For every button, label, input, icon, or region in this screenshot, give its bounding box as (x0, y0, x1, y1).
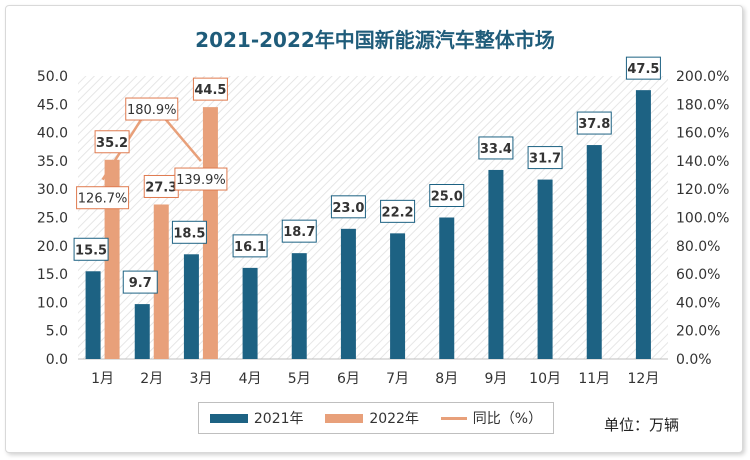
legend-swatch-yoy (440, 416, 467, 420)
legend-item-2021: 2021年 (209, 408, 304, 428)
data-label-yoy: 180.9% (127, 103, 177, 118)
bar-2021 (183, 254, 199, 359)
bar-2021 (85, 271, 101, 359)
x-tick-label: 4月 (239, 371, 262, 387)
data-label-2021-box (73, 237, 109, 261)
x-tick-label: 10月 (529, 371, 561, 387)
data-label-2021: 18.5 (173, 226, 205, 241)
y2-tick-label: 40.0% (676, 295, 720, 311)
data-label-yoy-box (76, 186, 130, 210)
x-tick-label: 1月 (91, 371, 114, 387)
y-tick-label: 45.0 (37, 97, 68, 113)
data-label-2021: 9.7 (129, 276, 152, 291)
bar-2021 (488, 169, 504, 359)
data-label-2022: 35.2 (96, 136, 128, 151)
data-label-2021-box (429, 184, 465, 207)
data-label-yoy-box (174, 167, 228, 191)
data-label-2021-box (478, 136, 514, 160)
y-tick-label: 20.0 (37, 239, 68, 255)
data-label-yoy: 126.7% (78, 192, 128, 207)
y-tick-label: 0.0 (46, 352, 68, 368)
x-tick-label: 3月 (189, 371, 212, 387)
bar-2021 (537, 179, 553, 359)
chart-legend: 2021年 2022年 同比（%） (198, 402, 554, 434)
y-tick-label: 30.0 (37, 182, 68, 198)
data-label-2021: 18.7 (283, 225, 315, 240)
data-label-yoy-box (125, 97, 179, 121)
y2-tick-label: 0.0% (676, 352, 712, 368)
y2-tick-label: 80.0% (676, 239, 720, 255)
y-tick-label: 35.0 (37, 154, 68, 170)
data-label-2022: 27.3 (145, 180, 177, 195)
data-label-2022-box (192, 77, 228, 101)
y2-tick-label: 180.0% (676, 97, 729, 113)
x-tick-label: 7月 (386, 371, 409, 387)
bar-2022 (104, 159, 120, 359)
data-label-2021-box (171, 220, 207, 244)
data-label-2021: 37.8 (578, 117, 610, 132)
data-label-2021-box (527, 146, 563, 170)
y2-tick-label: 140.0% (676, 154, 729, 170)
data-label-2021-box (625, 56, 661, 80)
y2-tick-label: 120.0% (676, 182, 729, 198)
data-label-2021-box (380, 199, 416, 223)
y-tick-label: 15.0 (37, 267, 68, 283)
x-tick-label: 5月 (288, 371, 311, 387)
data-label-2022-box (94, 130, 130, 154)
y-tick-label: 40.0 (37, 126, 68, 142)
x-tick-label: 11月 (578, 371, 610, 387)
chart-title: 2021-2022年中国新能源汽车整体市场 (195, 28, 555, 52)
data-label-2021: 23.0 (332, 201, 364, 216)
legend-swatch-2021 (209, 413, 248, 423)
bar-2021 (635, 90, 651, 360)
y2-tick-label: 60.0% (676, 267, 720, 283)
x-tick-label: 12月 (628, 371, 660, 387)
y-tick-label: 10.0 (37, 295, 68, 311)
y2-tick-label: 20.0% (676, 324, 720, 340)
y2-tick-label: 160.0% (676, 126, 729, 142)
data-label-2021-box (281, 219, 317, 243)
y2-tick-label: 100.0% (676, 211, 729, 227)
data-label-2021: 31.7 (529, 152, 561, 167)
bar-2021 (291, 253, 307, 359)
data-label-2021: 15.5 (75, 243, 107, 258)
data-label-2021: 47.5 (627, 62, 659, 77)
data-label-2021: 33.4 (480, 142, 512, 157)
legend-item-2022: 2022年 (325, 408, 419, 428)
x-tick-label: 9月 (484, 371, 507, 387)
data-label-2021: 22.2 (382, 205, 414, 220)
legend-item-yoy: 同比（%） (440, 408, 543, 428)
y-tick-label: 50.0 (37, 69, 68, 85)
bar-2021 (134, 304, 150, 359)
legend-label-yoy: 同比（%） (472, 411, 543, 427)
unit-label: 单位：万辆 (604, 416, 680, 434)
bar-2021 (586, 145, 602, 359)
bar-2021 (242, 267, 258, 359)
y2-tick-label: 200.0% (676, 69, 729, 85)
data-label-2021-box (576, 111, 612, 135)
bar-2021 (390, 233, 406, 359)
data-label-2021-box (122, 270, 158, 294)
bar-2021 (340, 228, 356, 359)
data-label-2021-box (330, 195, 366, 219)
x-tick-label: 2月 (140, 371, 163, 387)
data-label-2021-box (232, 234, 268, 258)
data-label-yoy: 139.9% (176, 173, 226, 188)
bar-2022 (153, 204, 169, 359)
plot-background (78, 76, 668, 359)
data-label-2021: 16.1 (234, 240, 266, 255)
y-tick-label: 25.0 (37, 211, 68, 227)
legend-label-2021: 2021年 (253, 411, 304, 427)
legend-label-2022: 2022年 (369, 411, 419, 427)
x-tick-label: 6月 (337, 371, 360, 387)
y-tick-label: 5.0 (46, 324, 68, 340)
x-tick-label: 8月 (435, 371, 458, 387)
legend-swatch-2022 (325, 413, 364, 423)
data-label-2022: 44.5 (194, 83, 226, 98)
bar-2021 (439, 217, 455, 359)
data-label-2021: 25.0 (431, 190, 463, 205)
